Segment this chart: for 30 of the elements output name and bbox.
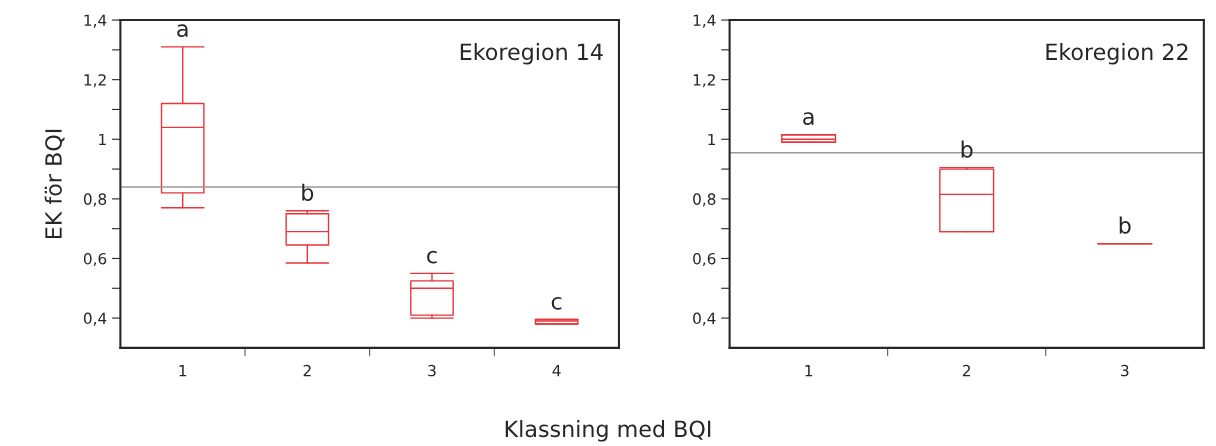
annotation: a <box>803 112 814 125</box>
x-tick-label: 4 <box>552 365 561 377</box>
y-tick-label: 1,2 <box>693 74 715 88</box>
y-axis-title: EK för BQI <box>44 129 65 239</box>
x-tick-label: 1 <box>805 365 813 377</box>
y-tick-label: 0,6 <box>693 252 716 267</box>
x-axis-title: Klassning med BQI <box>505 420 711 442</box>
y-tick-label: 0,8 <box>693 193 716 207</box>
annotation: b <box>302 183 314 201</box>
x-tick-label: 3 <box>428 364 436 377</box>
y-tick-label: 1,2 <box>84 74 106 88</box>
x-tick-label: 1 <box>179 365 187 377</box>
y-tick-label: 1 <box>99 133 106 146</box>
y-tick-label: 0,4 <box>83 312 107 326</box>
annotation: b <box>961 140 973 158</box>
text: Ekoregion 22 <box>1046 43 1188 65</box>
text: Ekoregion 14 <box>460 43 603 65</box>
y-tick-label: 0,6 <box>83 252 107 267</box>
annotation: b <box>1119 216 1131 234</box>
annotation: a <box>177 24 188 38</box>
annotation: c <box>427 250 437 264</box>
y-tick-label: 0,4 <box>693 312 716 326</box>
annotation: c <box>551 296 562 310</box>
x-tick-label: 2 <box>303 364 311 377</box>
y-tick-label: 0,8 <box>83 193 107 207</box>
y-tick-label: 1 <box>708 133 715 146</box>
x-tick-label: 3 <box>1121 364 1129 377</box>
x-tick-label: 2 <box>962 364 971 377</box>
y-tick-label: 1,4 <box>84 14 107 28</box>
y-tick-label: 1,4 <box>693 14 716 28</box>
